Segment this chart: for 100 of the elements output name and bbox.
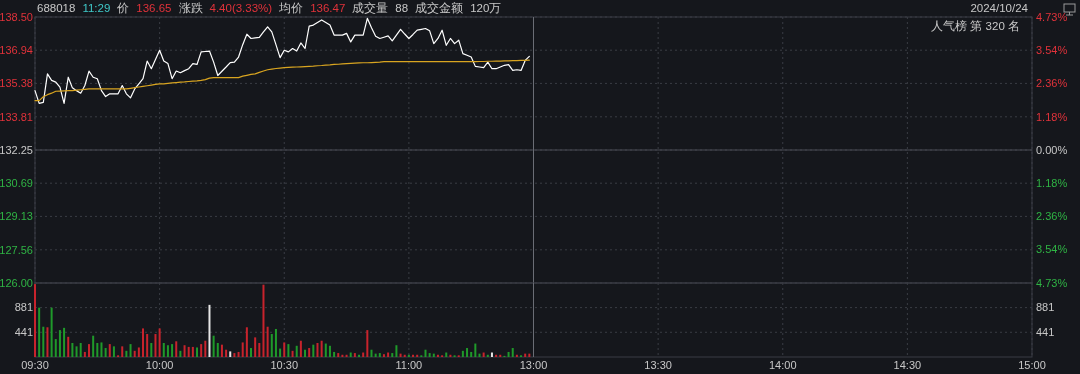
bar <box>287 344 290 357</box>
y-tick-label: 135.38 <box>0 77 33 90</box>
bar <box>187 346 190 357</box>
bar <box>304 349 307 357</box>
y-tick-label: 126.00 <box>0 276 33 289</box>
x-tick-label: 14:00 <box>768 359 797 371</box>
bar <box>154 334 157 357</box>
bar <box>245 327 248 357</box>
y-tick-label: 133.81 <box>0 110 33 123</box>
bar <box>79 342 82 357</box>
line-series <box>34 17 530 104</box>
x-tick-label: 10:00 <box>145 359 174 371</box>
y-tick-label: 441 <box>14 326 33 339</box>
bar <box>461 350 464 357</box>
bar <box>63 327 66 357</box>
bar <box>121 346 124 357</box>
bar <box>225 349 228 357</box>
y-tick-label: 136.94 <box>0 44 33 57</box>
bar <box>499 354 502 357</box>
bar <box>378 353 381 357</box>
y-tick-label: 127.56 <box>0 243 33 256</box>
bar <box>58 330 61 357</box>
bar <box>515 354 518 357</box>
y2-tick-label: 4.73% <box>1036 276 1068 289</box>
bar <box>370 349 373 357</box>
bar <box>358 354 361 357</box>
y-tick-label: 138.50 <box>0 10 33 23</box>
bar <box>158 328 161 357</box>
bar <box>470 351 473 357</box>
bar <box>137 347 140 357</box>
x-tick-label: 09:30 <box>21 359 49 371</box>
bar <box>449 354 452 357</box>
bar <box>353 353 356 357</box>
bar <box>412 354 415 357</box>
bar <box>112 346 115 357</box>
bar <box>162 342 165 357</box>
bar <box>171 344 174 357</box>
y2-tick-label: 3.54% <box>1036 44 1068 57</box>
bar <box>382 354 385 357</box>
bar <box>67 336 70 357</box>
bar <box>166 345 169 357</box>
bar <box>83 351 86 357</box>
bar <box>403 354 406 357</box>
line-series <box>34 59 530 102</box>
bar <box>92 335 95 357</box>
bar <box>46 327 49 357</box>
bar <box>511 348 514 357</box>
bar <box>108 344 111 357</box>
bar <box>345 354 348 357</box>
bar <box>38 307 41 357</box>
bar <box>129 344 132 357</box>
bar <box>250 348 253 357</box>
y2-tick-label: 1.18% <box>1036 177 1068 190</box>
y2-tick-label: 2.36% <box>1036 210 1068 223</box>
bar <box>196 347 199 357</box>
y2-tick-label: 1.18% <box>1036 110 1068 123</box>
x-tick-label: 14:30 <box>893 359 922 371</box>
bar <box>270 334 273 357</box>
bar <box>333 351 336 357</box>
x-tick-label: 13:30 <box>644 359 672 371</box>
bar <box>71 342 74 357</box>
bar <box>229 351 232 357</box>
y2-tick-label: 0.00% <box>1036 143 1068 156</box>
x-tick-label: 15:00 <box>1018 359 1046 371</box>
bar <box>241 342 244 357</box>
bar <box>299 340 302 357</box>
y2-tick-label: 441 <box>1036 326 1055 339</box>
bar <box>328 345 331 357</box>
chart-title: 688018 11:29 价 136.65 涨跌 4.40(3.33%) 均价 136.47 成交量 88 成交金额 120万 <box>37 2 502 14</box>
bar <box>341 354 344 357</box>
bar <box>283 342 286 357</box>
bar <box>466 348 469 357</box>
bar <box>179 350 182 357</box>
bar <box>266 326 269 357</box>
bar <box>233 353 236 357</box>
bar <box>324 343 327 357</box>
bar <box>391 353 394 357</box>
bar <box>204 340 207 357</box>
bar <box>96 342 99 357</box>
x-tick-label: 13:00 <box>519 359 548 371</box>
bar <box>428 353 431 357</box>
bar <box>274 328 277 357</box>
bar <box>295 345 298 357</box>
bar <box>316 342 319 357</box>
bar <box>220 344 223 357</box>
bar <box>366 330 369 357</box>
bar <box>416 354 419 357</box>
bar <box>133 350 136 357</box>
bar <box>254 337 257 357</box>
bar <box>279 348 282 357</box>
y2-tick-label: 3.54% <box>1036 243 1068 256</box>
bar <box>54 339 57 357</box>
bar <box>474 343 477 357</box>
bar <box>208 304 211 357</box>
bar <box>42 326 45 357</box>
x-tick-label: 11:00 <box>395 359 423 371</box>
bar <box>237 351 240 357</box>
bar <box>150 342 153 357</box>
annotation: 人气榜 第 320 名 <box>931 20 1020 32</box>
bar <box>50 307 53 357</box>
